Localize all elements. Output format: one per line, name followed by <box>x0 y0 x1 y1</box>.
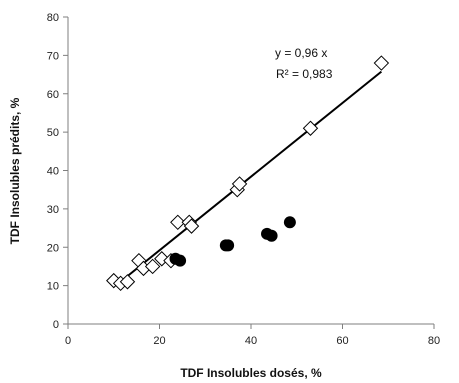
x-tick-label: 40 <box>245 335 257 347</box>
y-axis-title: TDF Insolubles prédits, % <box>8 97 22 244</box>
x-axis-title: TDF Insolubles dosés, % <box>180 366 322 380</box>
y-tick-label: 10 <box>47 281 59 293</box>
y-tick-label: 80 <box>47 12 59 24</box>
x-tick-label: 60 <box>336 335 348 347</box>
diamond-point <box>119 274 136 290</box>
circle-point <box>174 254 187 267</box>
diamond-point <box>373 55 390 71</box>
diamond-point <box>231 176 248 192</box>
trendline-group <box>115 70 383 287</box>
y-tick-label: 40 <box>47 166 59 178</box>
marks-group <box>106 55 390 292</box>
circle-point <box>222 239 235 252</box>
tick-group: 0 10 20 30 40 50 60 70 80 0 20 40 60 80 <box>47 12 440 347</box>
y-tick-label: 50 <box>47 127 59 139</box>
y-tick-label: 0 <box>53 319 59 331</box>
y-tick-label: 70 <box>47 50 59 62</box>
diamond-point <box>302 120 319 136</box>
y-tick-label: 60 <box>47 89 59 101</box>
diamond-point <box>183 218 200 234</box>
x-tick-label: 80 <box>428 335 440 347</box>
r-squared-annotation: R² = 0,983 <box>276 67 333 81</box>
y-tick-label: 30 <box>47 204 59 216</box>
diamond-point <box>144 258 161 275</box>
trendline <box>115 70 383 287</box>
circle-point <box>283 216 296 229</box>
equation-annotation: y = 0,96 x <box>275 46 327 60</box>
circle-point <box>265 229 278 242</box>
diamond-point <box>170 214 186 231</box>
x-tick-label: 0 <box>65 335 71 347</box>
x-tick-label: 20 <box>153 335 165 347</box>
y-tick-label: 20 <box>47 242 59 254</box>
